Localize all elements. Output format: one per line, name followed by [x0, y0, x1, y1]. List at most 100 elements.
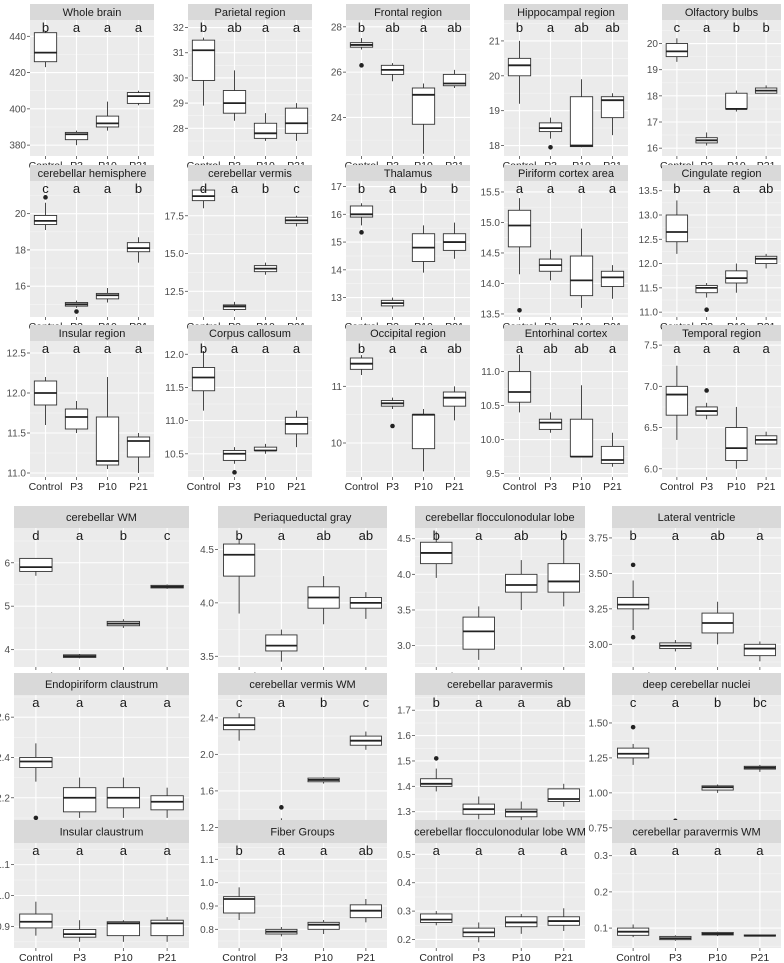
significance-letter: a [763, 341, 771, 356]
x-tick-label: P21 [603, 481, 622, 493]
y-tick-label: 0.9 [0, 922, 10, 933]
box-iqr [265, 634, 298, 652]
x-tick-label: Control [419, 952, 453, 963]
significance-letter: a [578, 181, 586, 196]
y-tick-label: 2.4 [200, 713, 214, 724]
panel-24: Fiber Groups 0.8 0.9 1.0 1.1 Control P3 P10 P21 b… [200, 820, 387, 963]
box-iqr [507, 57, 532, 77]
significance-letter: ab [227, 20, 241, 35]
panel-22: deep cerebellar nuclei0.751.001.251.50Co… [589, 673, 781, 848]
y-tick-label: 4.0 [397, 570, 411, 581]
box-iqr [64, 131, 89, 141]
significance-letter: a [135, 20, 143, 35]
significance-letter: a [547, 181, 555, 196]
x-tick-label: P3 [544, 481, 557, 493]
panel-title: Periaqueductal gray [254, 512, 352, 524]
significance-letter: d [200, 181, 207, 196]
x-tick-label: P10 [114, 952, 133, 963]
significance-letter: ab [447, 20, 461, 35]
plot-background [218, 695, 387, 832]
box-iqr [725, 427, 748, 461]
panel-title: Thalamus [384, 168, 433, 180]
significance-letter: a [135, 341, 143, 356]
significance-letter: ab [543, 341, 557, 356]
y-tick-label: 1.00 [589, 788, 609, 799]
box-iqr [442, 391, 467, 407]
significance-letter: a [475, 843, 483, 858]
y-tick-label: 10.5 [165, 449, 185, 460]
panel-strip [188, 325, 312, 341]
box-iqr [284, 416, 309, 435]
y-tick-label: 0.4 [397, 878, 411, 889]
significance-letter: a [164, 843, 172, 858]
panel-14: Temporal region 6.0 6.5 7.0 7.5 Control P3 P10 P… [644, 325, 781, 493]
y-tick-label: 10.0 [481, 435, 501, 446]
panel-17: cerebellar flocculonodular lobe 3.0 3.5 4.0… [397, 506, 585, 683]
significance-letter: a [630, 843, 638, 858]
x-tick-label: Control [616, 952, 650, 963]
panel-7: Thalamus1314151617ControlP3P10P21babb [331, 165, 470, 333]
panel-strip [218, 820, 387, 843]
significance-letter: ab [574, 20, 588, 35]
significance-letter: a [475, 528, 483, 543]
x-tick-label: P3 [700, 481, 713, 493]
significance-letter: a [104, 20, 112, 35]
box-iqr [725, 270, 748, 284]
y-tick-label: 15.0 [165, 249, 185, 260]
y-tick-label: 400 [9, 104, 26, 115]
panel-strip [415, 673, 585, 695]
significance-letter: a [120, 843, 128, 858]
box-iqr [617, 597, 650, 610]
significance-letter: a [278, 695, 286, 710]
panel-11: Corpus callosum 10.5 11.0 11.5 12.0 Control P3… [165, 325, 312, 493]
y-tick-label: 19 [647, 65, 659, 76]
significance-letter: ab [759, 181, 773, 196]
significance-letter: a [73, 20, 81, 35]
y-tick-label: 1.50 [589, 718, 609, 729]
significance-letter: a [420, 341, 428, 356]
panel-strip [612, 820, 781, 843]
panel-title: Endopiriform claustrum [45, 679, 158, 691]
plot-background [415, 695, 585, 832]
y-tick-label: 11.0 [165, 416, 184, 427]
x-tick-label: P10 [708, 952, 727, 963]
y-tick-label: 11 [332, 382, 343, 393]
panel-title: deep cerebellar nuclei [643, 679, 751, 691]
outlier-point [74, 309, 79, 314]
x-tick-label: P3 [228, 481, 241, 493]
y-tick-label: 17 [331, 182, 343, 193]
significance-letter: b [763, 20, 770, 35]
significance-letter: a [293, 20, 301, 35]
panel-title: Hippocampal region [517, 7, 615, 19]
significance-letter: b [200, 341, 207, 356]
y-tick-label: 6.5 [644, 423, 658, 434]
significance-letter: b [200, 20, 207, 35]
significance-letter: a [609, 181, 617, 196]
y-tick-label: 11.0 [481, 367, 500, 378]
significance-letter: d [32, 528, 39, 543]
plot-background [504, 181, 628, 317]
significance-letter: b [262, 181, 269, 196]
x-tick-label: P3 [472, 952, 485, 963]
y-tick-label: 1.4 [397, 782, 411, 793]
significance-letter: b [135, 181, 142, 196]
panel-strip [14, 820, 189, 843]
significance-letter: a [672, 843, 680, 858]
y-tick-label: 4.5 [397, 534, 411, 545]
x-tick-label: P3 [70, 481, 83, 493]
y-tick-label: 28 [331, 22, 343, 33]
y-tick-label: 1.1 [200, 855, 214, 866]
y-tick-label: 28 [173, 124, 185, 135]
outlier-point [279, 805, 284, 810]
panel-strip [30, 4, 154, 20]
box-iqr [307, 921, 340, 930]
x-tick-label: P10 [727, 481, 746, 493]
box-iqr [33, 215, 58, 225]
significance-letter: c [164, 528, 171, 543]
panel-title: Corpus callosum [209, 328, 291, 340]
panel-title: cerebellar paravermis [447, 679, 553, 691]
box-iqr [569, 418, 594, 458]
significance-letter: a [32, 843, 40, 858]
x-tick-label: P3 [669, 952, 682, 963]
panel-19: Endopiriform claustrum2.22.42.6ControlP3… [0, 673, 189, 848]
